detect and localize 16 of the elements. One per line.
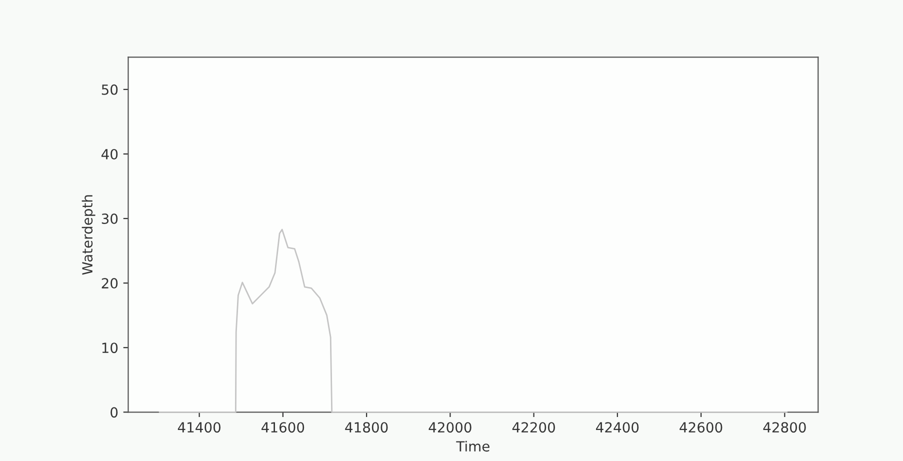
x-tick-label: 41400 — [178, 422, 220, 433]
y-tick-label: 30 — [102, 213, 118, 224]
y-tick-label: 10 — [102, 342, 118, 354]
y-tick-label: 40 — [102, 148, 118, 160]
x-axis-title: Time — [456, 440, 490, 452]
x-tick-label: 42200 — [512, 422, 555, 433]
x-tick-label: 42800 — [763, 422, 806, 433]
y-tick-label: 0 — [110, 407, 118, 418]
x-tick-label: 42400 — [596, 422, 639, 433]
x-tick-label: 41600 — [262, 422, 304, 433]
x-tick-label: 41800 — [345, 422, 388, 433]
y-tick-label: 50 — [102, 84, 118, 95]
x-tick-label: 42600 — [680, 422, 722, 433]
x-tick-label: 42000 — [428, 422, 472, 433]
y-tick-label: 20 — [102, 278, 118, 289]
y-axis-title: Waterdepth — [82, 195, 96, 275]
